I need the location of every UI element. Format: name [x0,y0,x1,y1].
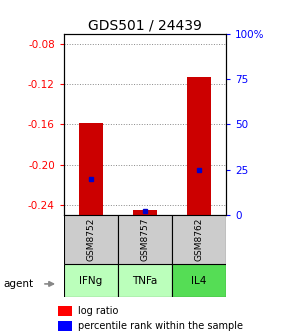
Bar [58,306,72,316]
Text: TNFa: TNFa [132,276,158,286]
Text: GSM8752: GSM8752 [86,218,95,261]
Bar [133,210,157,215]
Bar [172,215,226,264]
Text: agent: agent [3,279,33,289]
Bar [172,264,226,297]
Bar [187,77,211,215]
Text: IL4: IL4 [191,276,207,286]
Text: log ratio: log ratio [78,306,119,316]
Text: IFNg: IFNg [79,276,102,286]
Text: GSM8757: GSM8757 [140,218,150,261]
Title: GDS501 / 24439: GDS501 / 24439 [88,18,202,33]
Bar [118,264,172,297]
Bar [64,264,118,297]
Text: GSM8762: GSM8762 [195,218,204,261]
Bar [79,123,103,215]
Bar [64,215,118,264]
Bar [118,215,172,264]
Bar [58,321,72,331]
Text: percentile rank within the sample: percentile rank within the sample [78,321,243,331]
